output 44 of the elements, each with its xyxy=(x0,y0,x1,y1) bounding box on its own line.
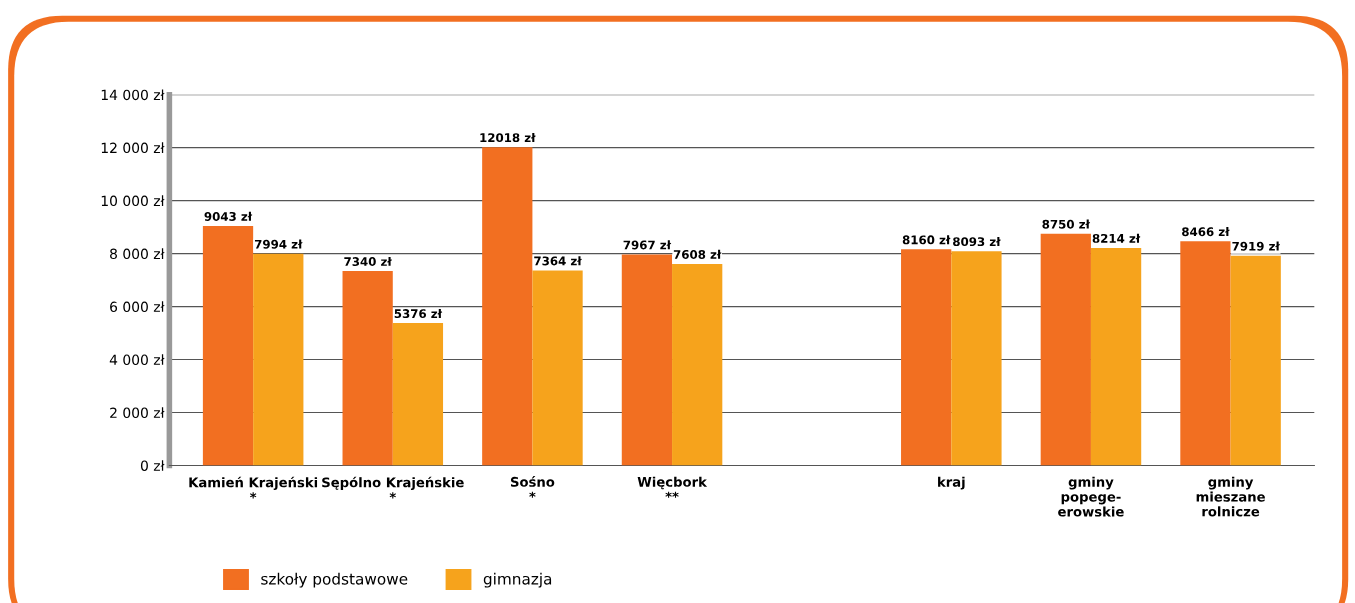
x-tick-label: Sępólno Krajeńskie * xyxy=(322,476,464,499)
data-label: 12018 zł xyxy=(480,132,536,143)
bar xyxy=(202,225,254,466)
bar xyxy=(532,270,583,466)
x-tick-label: Kamień Krajeński * xyxy=(189,476,318,499)
y-tick-label: 6 000 zł xyxy=(110,301,165,313)
y-tick-label: 12 000 zł xyxy=(101,142,165,154)
bar xyxy=(901,249,952,466)
bar xyxy=(482,147,533,466)
bar xyxy=(951,251,1002,466)
data-label: 7967 zł xyxy=(623,240,672,250)
x-tick-label: gminy popege- erowskie xyxy=(1058,476,1124,517)
data-label: 5376 zł xyxy=(394,308,443,319)
x-tick-label: gminy mieszane rolnicze xyxy=(1196,476,1265,517)
data-label: 8466 zł xyxy=(1182,227,1230,237)
bar xyxy=(1040,233,1091,466)
bar xyxy=(392,323,444,466)
y-tick-label: 10 000 zł xyxy=(101,195,165,207)
x-tick-label: Sośno * xyxy=(510,476,555,498)
bar xyxy=(342,271,393,466)
legend-label: szkoły podstawowe xyxy=(261,572,408,588)
data-label: 7919 zł xyxy=(1232,241,1281,251)
data-label: 8093 zł xyxy=(953,236,1001,247)
legend-label: gimnazja xyxy=(483,572,552,588)
data-label: 7364 zł xyxy=(534,256,582,266)
bar xyxy=(1090,247,1142,466)
bar xyxy=(1180,241,1231,466)
data-label: 7340 zł xyxy=(344,256,392,267)
y-tick-label: 2 000 zł xyxy=(110,407,165,419)
y-tick-label: 4 000 zł xyxy=(109,354,165,366)
data-label: 7608 zł xyxy=(673,249,722,259)
x-tick-label: Więcbork ** xyxy=(637,476,708,498)
data-label: 8214 zł xyxy=(1092,233,1141,243)
data-label: 9043 zł xyxy=(204,211,253,221)
y-tick-label: 14 000 zł xyxy=(101,89,165,101)
bar xyxy=(621,254,673,466)
data-label: 8160 zł xyxy=(902,235,951,245)
x-tick-label: kraj xyxy=(938,476,965,490)
bar xyxy=(253,253,304,466)
bar xyxy=(1230,255,1281,466)
y-tick-label: 8 000 zł xyxy=(110,248,165,260)
data-label: 8750 zł xyxy=(1042,219,1091,229)
data-label: 7994 zł xyxy=(254,239,303,249)
y-tick-label: 0 zł xyxy=(140,460,165,471)
